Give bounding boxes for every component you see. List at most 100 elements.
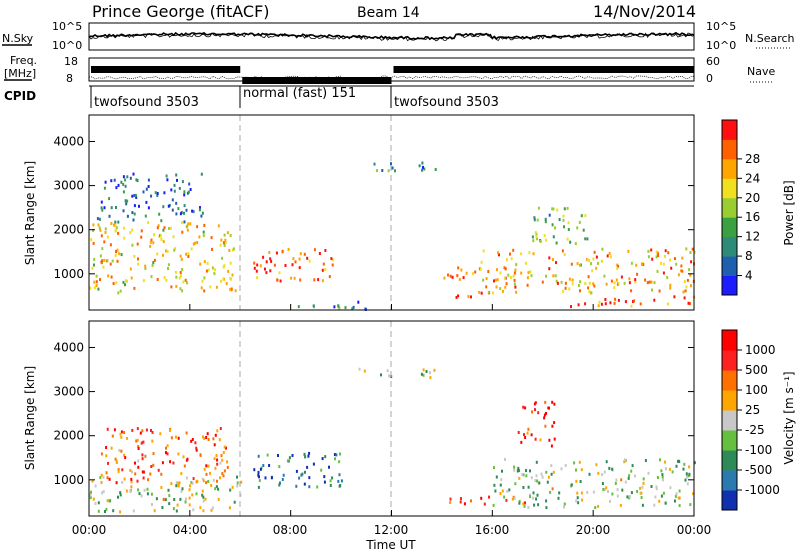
velocity-echo-cell — [678, 489, 681, 493]
power-echo-cell — [99, 228, 102, 232]
velocity-echo-cell — [144, 454, 147, 458]
power-echo-cell — [562, 218, 565, 222]
power-echo-cell — [170, 285, 173, 289]
power-echo-cell — [308, 259, 311, 263]
velocity-echo-cell — [119, 510, 122, 514]
search-label: N.Search — [745, 32, 795, 45]
velocity-echo-cell — [196, 479, 199, 483]
velocity-echo-cell — [222, 474, 225, 478]
velocity-echo-cell — [609, 499, 611, 503]
power-echo-cell — [224, 238, 227, 242]
power-echo-cell — [656, 269, 659, 273]
velocity-echo-cell — [686, 482, 689, 486]
velocity-echo-cell — [656, 476, 659, 479]
velocity-echo-cell — [203, 467, 206, 471]
power-echo-cell — [93, 286, 96, 290]
velocity-echo-cell — [552, 470, 555, 474]
power-echo-cell — [115, 281, 118, 285]
power-echo-cell — [418, 164, 421, 168]
power-colorbar-tick-label-5: 24 — [745, 171, 760, 185]
power-echo-cell — [131, 194, 134, 198]
velocity-echo-cell — [132, 509, 135, 513]
power-echo-cell — [89, 286, 92, 290]
power-echo-cell — [651, 257, 654, 261]
velocity-echo-cell — [518, 476, 521, 480]
velocity-echo-cell — [306, 465, 309, 469]
velocity-echo-cell — [205, 481, 208, 485]
power-echo-cell — [608, 252, 611, 255]
power-echo-cell — [91, 266, 94, 270]
velocity-echo-cell — [494, 489, 497, 493]
power-echo-cell — [103, 240, 106, 244]
velocity-echo-cell — [145, 428, 148, 432]
velocity-echo-cell — [303, 452, 306, 456]
power-echo-cell — [200, 286, 203, 290]
velocity-echo-cell — [524, 436, 527, 439]
velocity-echo-cell — [523, 433, 525, 437]
power-echo-cell — [482, 278, 485, 282]
velocity-echo-cell — [165, 451, 167, 455]
velocity-echo-cell — [90, 490, 92, 494]
power-echo-cell — [278, 271, 281, 275]
velocity-echo-cell — [546, 480, 549, 484]
velocity-echo-cell — [548, 438, 551, 442]
power-echo-cell — [162, 205, 165, 209]
velocity-echo-cell — [301, 472, 304, 476]
velocity-echo-cell — [180, 472, 183, 476]
power-echo-cell — [690, 284, 692, 288]
velocity-echo-cell — [129, 490, 132, 494]
velocity-echo-cell — [558, 491, 561, 495]
velocity-echo-cell — [195, 446, 198, 450]
velocity-echo-cell — [538, 481, 541, 485]
velocity-colorbar-ticks: 1000 500 100 25 -25 -100 -500 -1000 — [737, 343, 780, 497]
power-echo-cell — [617, 298, 620, 302]
velocity-echo-cell — [100, 473, 103, 477]
power-echo-cell — [159, 234, 162, 238]
power-echo-cell — [183, 211, 185, 215]
velocity-echo-cell — [678, 504, 681, 508]
power-echo-cell — [110, 275, 113, 279]
power-echo-cell — [586, 258, 589, 262]
velocity-echo-cell — [536, 479, 539, 483]
power-echo-cell — [99, 278, 101, 282]
power-echo-cell — [520, 252, 523, 256]
velocity-echo-cell — [257, 470, 260, 474]
velocity-echo-cell — [108, 499, 111, 503]
power-echo-cell — [590, 291, 593, 295]
power-echo-cell — [306, 256, 309, 260]
velocity-echo-cell — [333, 453, 336, 456]
velocity-echo-cell — [674, 494, 677, 498]
power-echo-cell — [256, 263, 259, 267]
date-title: 14/Nov/2014 — [593, 2, 696, 21]
power-echo-cell — [551, 207, 554, 211]
velocity-echo-cell — [661, 478, 664, 482]
power-echo-cell — [276, 278, 279, 282]
power-echo-cell — [587, 286, 590, 290]
velocity-echo-cell — [106, 499, 109, 503]
velocity-echo-cell — [597, 504, 600, 508]
power-echo-cell — [115, 206, 117, 209]
power-echo-cell — [132, 218, 135, 222]
power-echo-cell — [449, 274, 452, 278]
power-echo-cell — [172, 235, 175, 239]
power-echo-cell — [568, 277, 571, 281]
velocity-echo-cell — [137, 459, 140, 463]
power-ytick-label-3: 4000 — [53, 134, 84, 148]
velocity-echo-cell — [523, 501, 526, 505]
power-echo-cell — [394, 169, 396, 173]
velocity-ytick-label-1: 2000 — [53, 429, 84, 443]
power-echo-cell — [124, 283, 126, 287]
power-echo-cell — [570, 262, 573, 266]
power-echo-cell — [351, 307, 354, 311]
power-echo-cell — [253, 261, 256, 265]
velocity-echo-cell — [563, 505, 565, 509]
velocity-echo-cell — [228, 506, 231, 510]
power-echo-cell — [357, 300, 360, 304]
power-echo-cell — [176, 178, 178, 182]
power-echo-cell — [222, 277, 225, 281]
velocity-echo-cell — [533, 402, 536, 406]
power-echo-cell — [167, 263, 170, 267]
velocity-echo-cell — [135, 439, 138, 443]
velocity-echo-cell — [215, 485, 218, 489]
